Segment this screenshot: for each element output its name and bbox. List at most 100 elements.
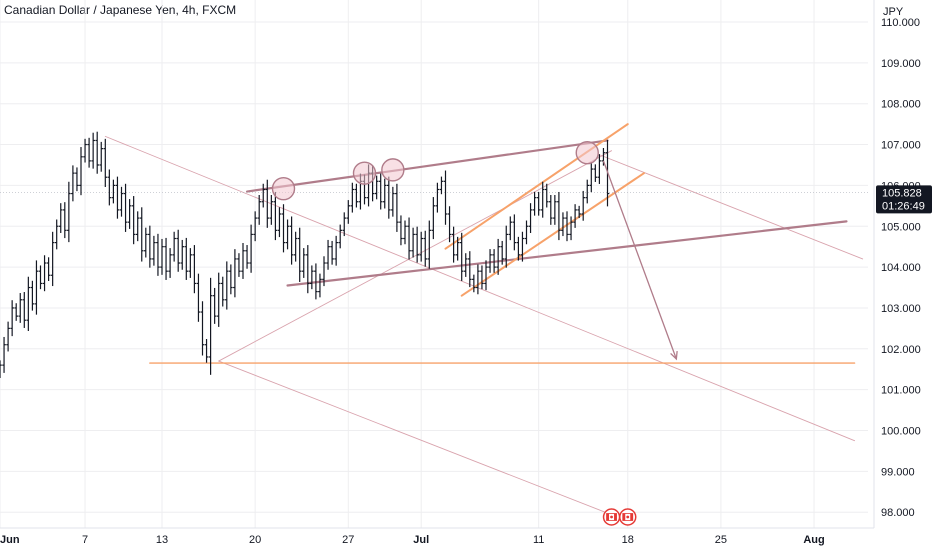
ohlc-bar [411,227,415,258]
ohlc-bar [382,178,387,209]
drawing-layer-front[interactable] [271,141,678,526]
ohlc-bar [512,214,517,251]
ohlc-bar [91,132,95,169]
ohlc-bar [249,224,253,273]
ohlc-bar [427,220,432,269]
drawing-layer-back [0,123,868,517]
thin-trend-line [598,154,864,260]
ohlc-bar [67,181,71,243]
channel-lower-line [460,172,645,297]
ohlc-bar [516,236,521,261]
ohlc-bar [225,261,229,310]
ohlc-bar [395,183,399,232]
ohlc-bar [403,220,407,245]
ohlc-bar [528,203,533,233]
ohlc-bar [119,186,124,217]
ohlc-bar [435,182,440,213]
ohlc-bar [597,154,602,184]
ohlc-bar [75,167,79,192]
ohlc-bar [18,293,23,323]
ohlc-bar [103,138,108,188]
ohlc-bar [253,211,257,242]
ohlc-bar [561,212,565,237]
ohlc-bars [0,131,610,379]
canada-flag-icon[interactable] [602,508,621,526]
ohlc-bar [488,249,492,273]
ohlc-bar [306,245,310,294]
ohlc-bar [261,183,266,208]
ohlc-bar [374,175,379,200]
thin-trend-line [218,150,612,362]
ohlc-bar [330,240,334,265]
time-tick-label: 11 [533,534,544,546]
time-axis[interactable]: Jun 7 13 20 27 Jul 11 18 25 Aug [0,527,874,546]
ohlc-bar [439,176,444,195]
ohlc-bar [484,260,488,291]
ohlc-bar [593,164,598,182]
time-tick-label: 20 [249,534,261,546]
ohlc-bar [208,277,213,375]
time-tick-label: 7 [82,534,88,546]
ohlc-bar [192,245,197,294]
ohlc-bar [38,265,43,290]
ohlc-bar [285,219,290,250]
price-tick-label: 108.000 [881,99,921,111]
ohlc-bar [229,264,233,295]
symbol-title: Canadian Dollar / Japanese Yen, 4h, FXCM [4,3,237,17]
ohlc-bar [293,231,298,262]
price-tick-label: 110.000 [881,17,920,29]
ohlc-bar [281,204,286,253]
ohlc-bar [496,238,500,275]
ohlc-bar [123,183,128,232]
ohlc-bar [536,191,541,216]
ohlc-bar [581,190,585,221]
ohlc-bar [265,179,270,228]
ohlc-bar [107,169,112,206]
price-tick-label: 105.000 [881,221,921,233]
ohlc-bar [139,207,144,262]
last-price-box: 105.828 01:26:49 [876,185,932,214]
ohlc-bar [472,274,476,293]
ohlc-bar [447,206,452,243]
ohlc-bar [387,176,391,219]
target-arrow-head [670,350,678,361]
ohlc-bar [237,253,241,277]
ohlc-bar [46,257,51,281]
ohlc-bar [58,203,63,233]
ohlc-bar [176,229,180,272]
ohlc-bar [115,176,120,219]
ohlc-bar [273,191,278,241]
ohlc-bar [310,265,314,290]
ohlc-bar [508,216,513,241]
ohlc-bar [318,273,322,298]
price-tick-label: 109.000 [881,58,921,70]
ohlc-bar [135,211,140,242]
ohlc-bar [99,141,104,172]
canada-flag-icon[interactable] [619,508,637,526]
ohlc-bar [188,248,193,278]
ohlc-bar [204,338,209,363]
ohlc-bar [111,179,116,204]
price-tick-label: 99.000 [881,466,915,478]
ohlc-bar [196,273,201,322]
ohlc-bar [2,336,6,373]
highlight-circle [271,176,296,201]
ohlc-bar [269,194,274,225]
target-arrow [602,160,677,360]
ohlc-bar [569,216,573,241]
highlight-circle [381,158,405,182]
ohlc-bar [79,147,83,196]
ohlc-bar [589,162,594,193]
ohlc-bar [245,245,249,269]
ohlc-bar [557,191,561,241]
ohlc-bar [532,191,537,216]
ohlc-bar [540,181,545,218]
ohlc-bar [504,225,509,268]
ohlc-bar [342,212,347,237]
price-axis[interactable]: JPY 98.000 99.000 100.000 101.000 102.000 103… [873,0,921,528]
ohlc-bar [378,173,383,210]
grid [0,0,868,528]
ohlc-bar [354,183,359,208]
ohlc-bar [451,226,456,263]
